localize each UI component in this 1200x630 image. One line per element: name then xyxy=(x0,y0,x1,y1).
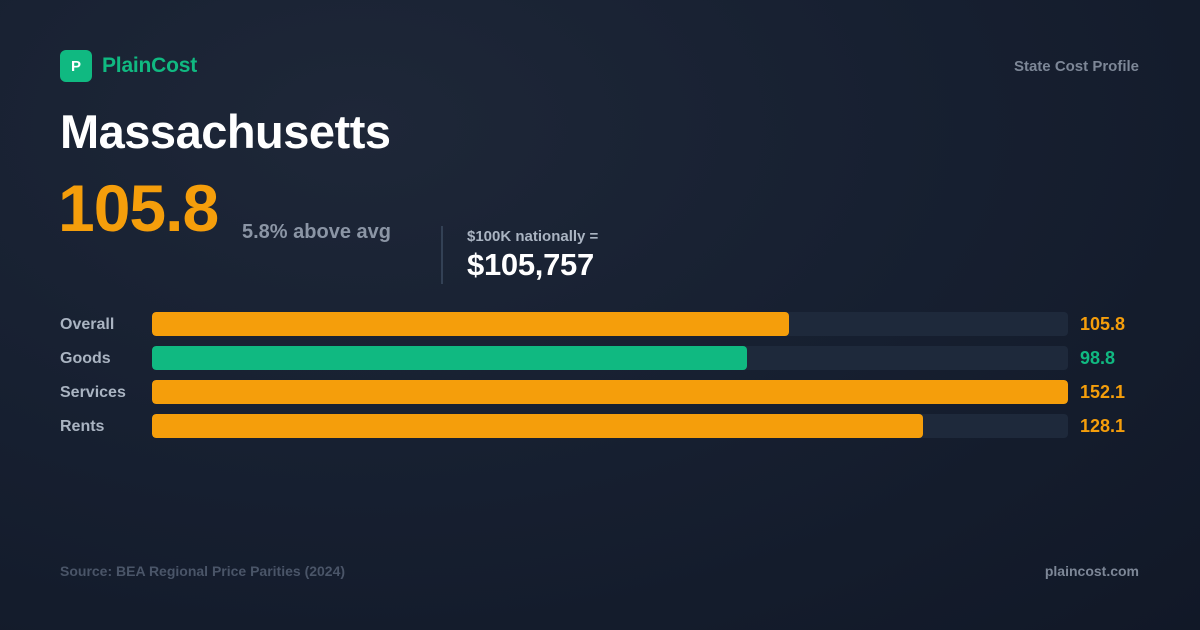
bar-label: Goods xyxy=(60,350,111,367)
source-note: Source: BEA Regional Price Parities (202… xyxy=(60,563,346,579)
equivalent-value: $105,757 xyxy=(467,247,594,282)
brand-name: PlainCost xyxy=(102,54,198,77)
bar-track xyxy=(152,380,1068,404)
index-value: 105.8 xyxy=(58,171,219,245)
bar xyxy=(152,312,789,336)
bar-chart: Overall 105.8 Goods 98.8 Services 152.1 Rents 1… xyxy=(60,312,1140,448)
bar xyxy=(152,346,747,370)
bar-value-label: 98.8 xyxy=(1080,348,1116,368)
bar-row: Overall 105.8 xyxy=(60,312,1140,336)
bar-row: Goods 98.8 xyxy=(60,346,1140,370)
bar-label: Services xyxy=(60,384,126,401)
header: P PlainCost State Cost Profile xyxy=(60,50,1139,82)
bar-label: Overall xyxy=(60,316,115,333)
site-link[interactable]: plaincost.com xyxy=(1044,563,1139,579)
bar-value-label: 152.1 xyxy=(1080,382,1126,402)
page-title: Massachusetts xyxy=(60,105,391,158)
bar-label: Rents xyxy=(60,418,105,435)
bar-track xyxy=(152,346,1068,370)
equivalent-label: $100K nationally = xyxy=(467,228,599,245)
brand[interactable]: P PlainCost xyxy=(60,50,197,82)
bar-value-label: 128.1 xyxy=(1080,416,1126,436)
page-type-label: State Cost Profile xyxy=(1013,57,1139,75)
bar-row: Rents 128.1 xyxy=(60,414,1140,438)
logo-icon: P xyxy=(60,50,92,82)
bar-value-label: 105.8 xyxy=(1080,314,1126,334)
bar xyxy=(152,380,1068,404)
bar-track xyxy=(152,414,1068,438)
bar-track xyxy=(152,312,1068,336)
divider xyxy=(441,226,443,284)
bar xyxy=(152,414,923,438)
index-diff: 5.8% above avg xyxy=(242,221,391,243)
bar-row: Services 152.1 xyxy=(60,380,1140,404)
